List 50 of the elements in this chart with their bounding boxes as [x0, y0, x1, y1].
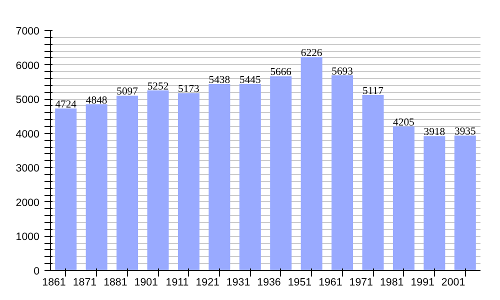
x-tick-label: 2001 — [441, 276, 466, 288]
data-label: 6226 — [300, 48, 323, 60]
data-label: 5173 — [178, 84, 200, 96]
x-tick-label: 1961 — [318, 276, 342, 288]
bar — [454, 136, 476, 270]
bar — [270, 76, 292, 270]
x-tick-label: 1951 — [288, 276, 312, 288]
x-tick-label: 1991 — [410, 276, 434, 288]
x-tick-label: 1901 — [134, 276, 158, 288]
y-tick-label: 2000 — [16, 196, 40, 209]
data-label: 4724 — [55, 100, 78, 111]
y-tick-label: 7000 — [16, 26, 40, 38]
bar — [116, 96, 138, 270]
x-tick-label: 1971 — [349, 276, 374, 288]
data-label: 3918 — [424, 127, 446, 138]
bar — [55, 108, 77, 270]
x-tick-label: 1931 — [226, 276, 250, 288]
bar — [392, 126, 414, 270]
x-tick-label: 1981 — [380, 276, 404, 288]
y-tick-label: 4000 — [16, 128, 40, 140]
data-label: 5438 — [208, 75, 230, 86]
y-tick-label: 1000 — [16, 231, 40, 244]
data-label: 5666 — [270, 67, 292, 78]
x-tick-label: 1921 — [196, 276, 220, 288]
bar — [239, 84, 261, 270]
bar — [424, 136, 446, 270]
data-label: 5097 — [116, 86, 139, 98]
bar — [86, 104, 108, 270]
bar — [147, 90, 169, 270]
y-tick-label: 0 — [34, 266, 40, 278]
x-tick-label: 1911 — [166, 276, 189, 288]
bar — [178, 93, 200, 270]
data-label: 5117 — [362, 86, 384, 98]
data-label: 4205 — [393, 117, 414, 128]
data-label: 5445 — [239, 74, 261, 86]
x-tick-label: 1861 — [42, 276, 66, 288]
x-tick-label: 1936 — [257, 276, 281, 288]
bar — [300, 57, 322, 270]
data-label: 5693 — [332, 66, 353, 78]
data-label: 3935 — [454, 126, 476, 138]
y-tick-label: 3000 — [16, 162, 40, 175]
bar — [208, 84, 230, 270]
y-tick-label: 5000 — [16, 94, 40, 106]
x-tick-label: 1881 — [104, 276, 128, 288]
bar — [332, 75, 354, 270]
y-tick-label: 6000 — [16, 60, 40, 72]
data-label: 5252 — [147, 81, 169, 92]
x-tick-label: 1871 — [72, 276, 97, 288]
data-label: 4848 — [86, 95, 108, 106]
bar — [362, 95, 384, 270]
